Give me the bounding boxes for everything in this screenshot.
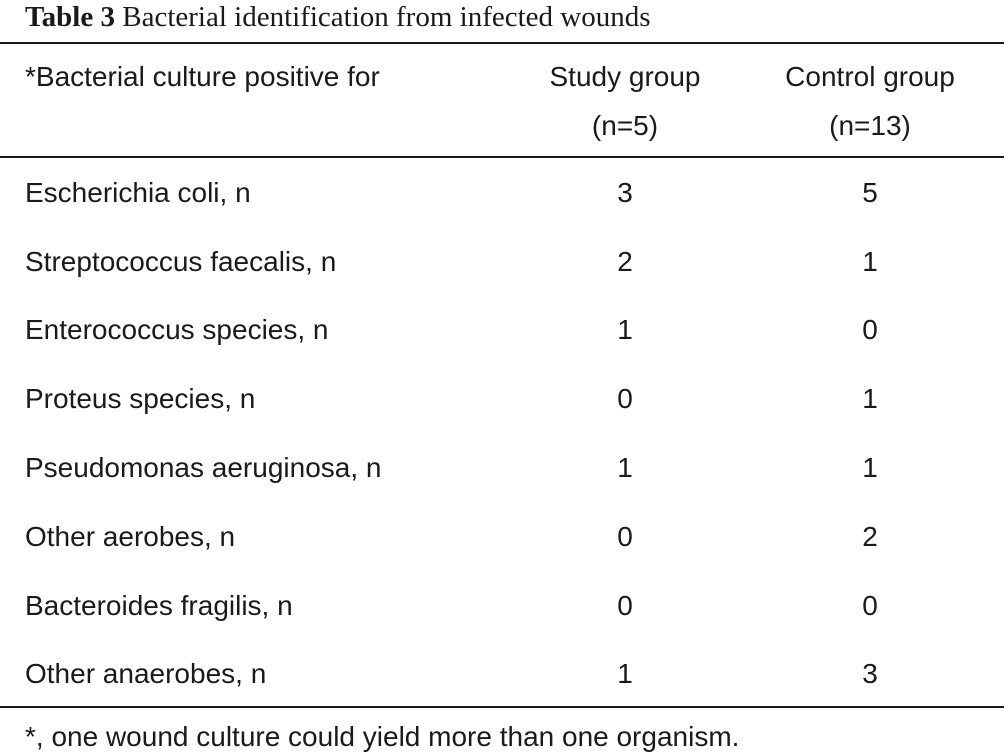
row-study-value: 0 [617, 383, 633, 414]
row-control-value: 5 [862, 177, 878, 208]
row-control-value: 0 [862, 314, 878, 345]
row-study-value: 0 [617, 521, 633, 552]
row-study-value: 1 [617, 314, 633, 345]
table-header-rule [0, 156, 1004, 158]
row-control-value: 1 [862, 383, 878, 414]
header-organism: *Bacterial culture positive for [25, 61, 380, 92]
row-organism-name: Other anaerobes, n [25, 658, 267, 689]
table-caption: Table 3 Bacterial identification from in… [25, 0, 651, 38]
table-top-rule [0, 42, 1004, 44]
row-study-value: 1 [617, 452, 633, 483]
row-organism-name: Other aerobes, n [25, 521, 236, 552]
row-organism-name: Enterococcus species, n [25, 314, 329, 345]
row-organism-name: Escherichia coli, n [25, 177, 251, 208]
table-caption-title: Bacterial identification from infected w… [122, 1, 651, 33]
row-organism-name: Streptococcus faecalis, n [25, 246, 337, 277]
row-control-value: 1 [862, 452, 878, 483]
header-study-group-n: (n=5) [591, 110, 659, 141]
header-study-group: Study group [549, 61, 701, 92]
row-organism-name: Pseudomonas aeruginosa, n [25, 452, 382, 483]
row-organism-name: Proteus species, n [25, 383, 256, 414]
header-control-group-n: (n=13) [829, 110, 911, 141]
row-study-value: 3 [617, 177, 633, 208]
header-control-group: Control group [785, 61, 955, 92]
row-control-value: 2 [862, 521, 878, 552]
row-organism-name: Bacteroides fragilis, n [25, 590, 293, 621]
table-footnote: *, one wound culture could yield more th… [25, 721, 740, 752]
row-control-value: 1 [862, 246, 878, 277]
row-study-value: 0 [617, 590, 633, 621]
row-control-value: 3 [862, 658, 878, 689]
row-study-value: 2 [617, 246, 633, 277]
row-control-value: 0 [862, 590, 878, 621]
table-caption-label: Table 3 [25, 1, 115, 33]
table-bottom-rule [0, 706, 1004, 708]
row-study-value: 1 [617, 658, 633, 689]
